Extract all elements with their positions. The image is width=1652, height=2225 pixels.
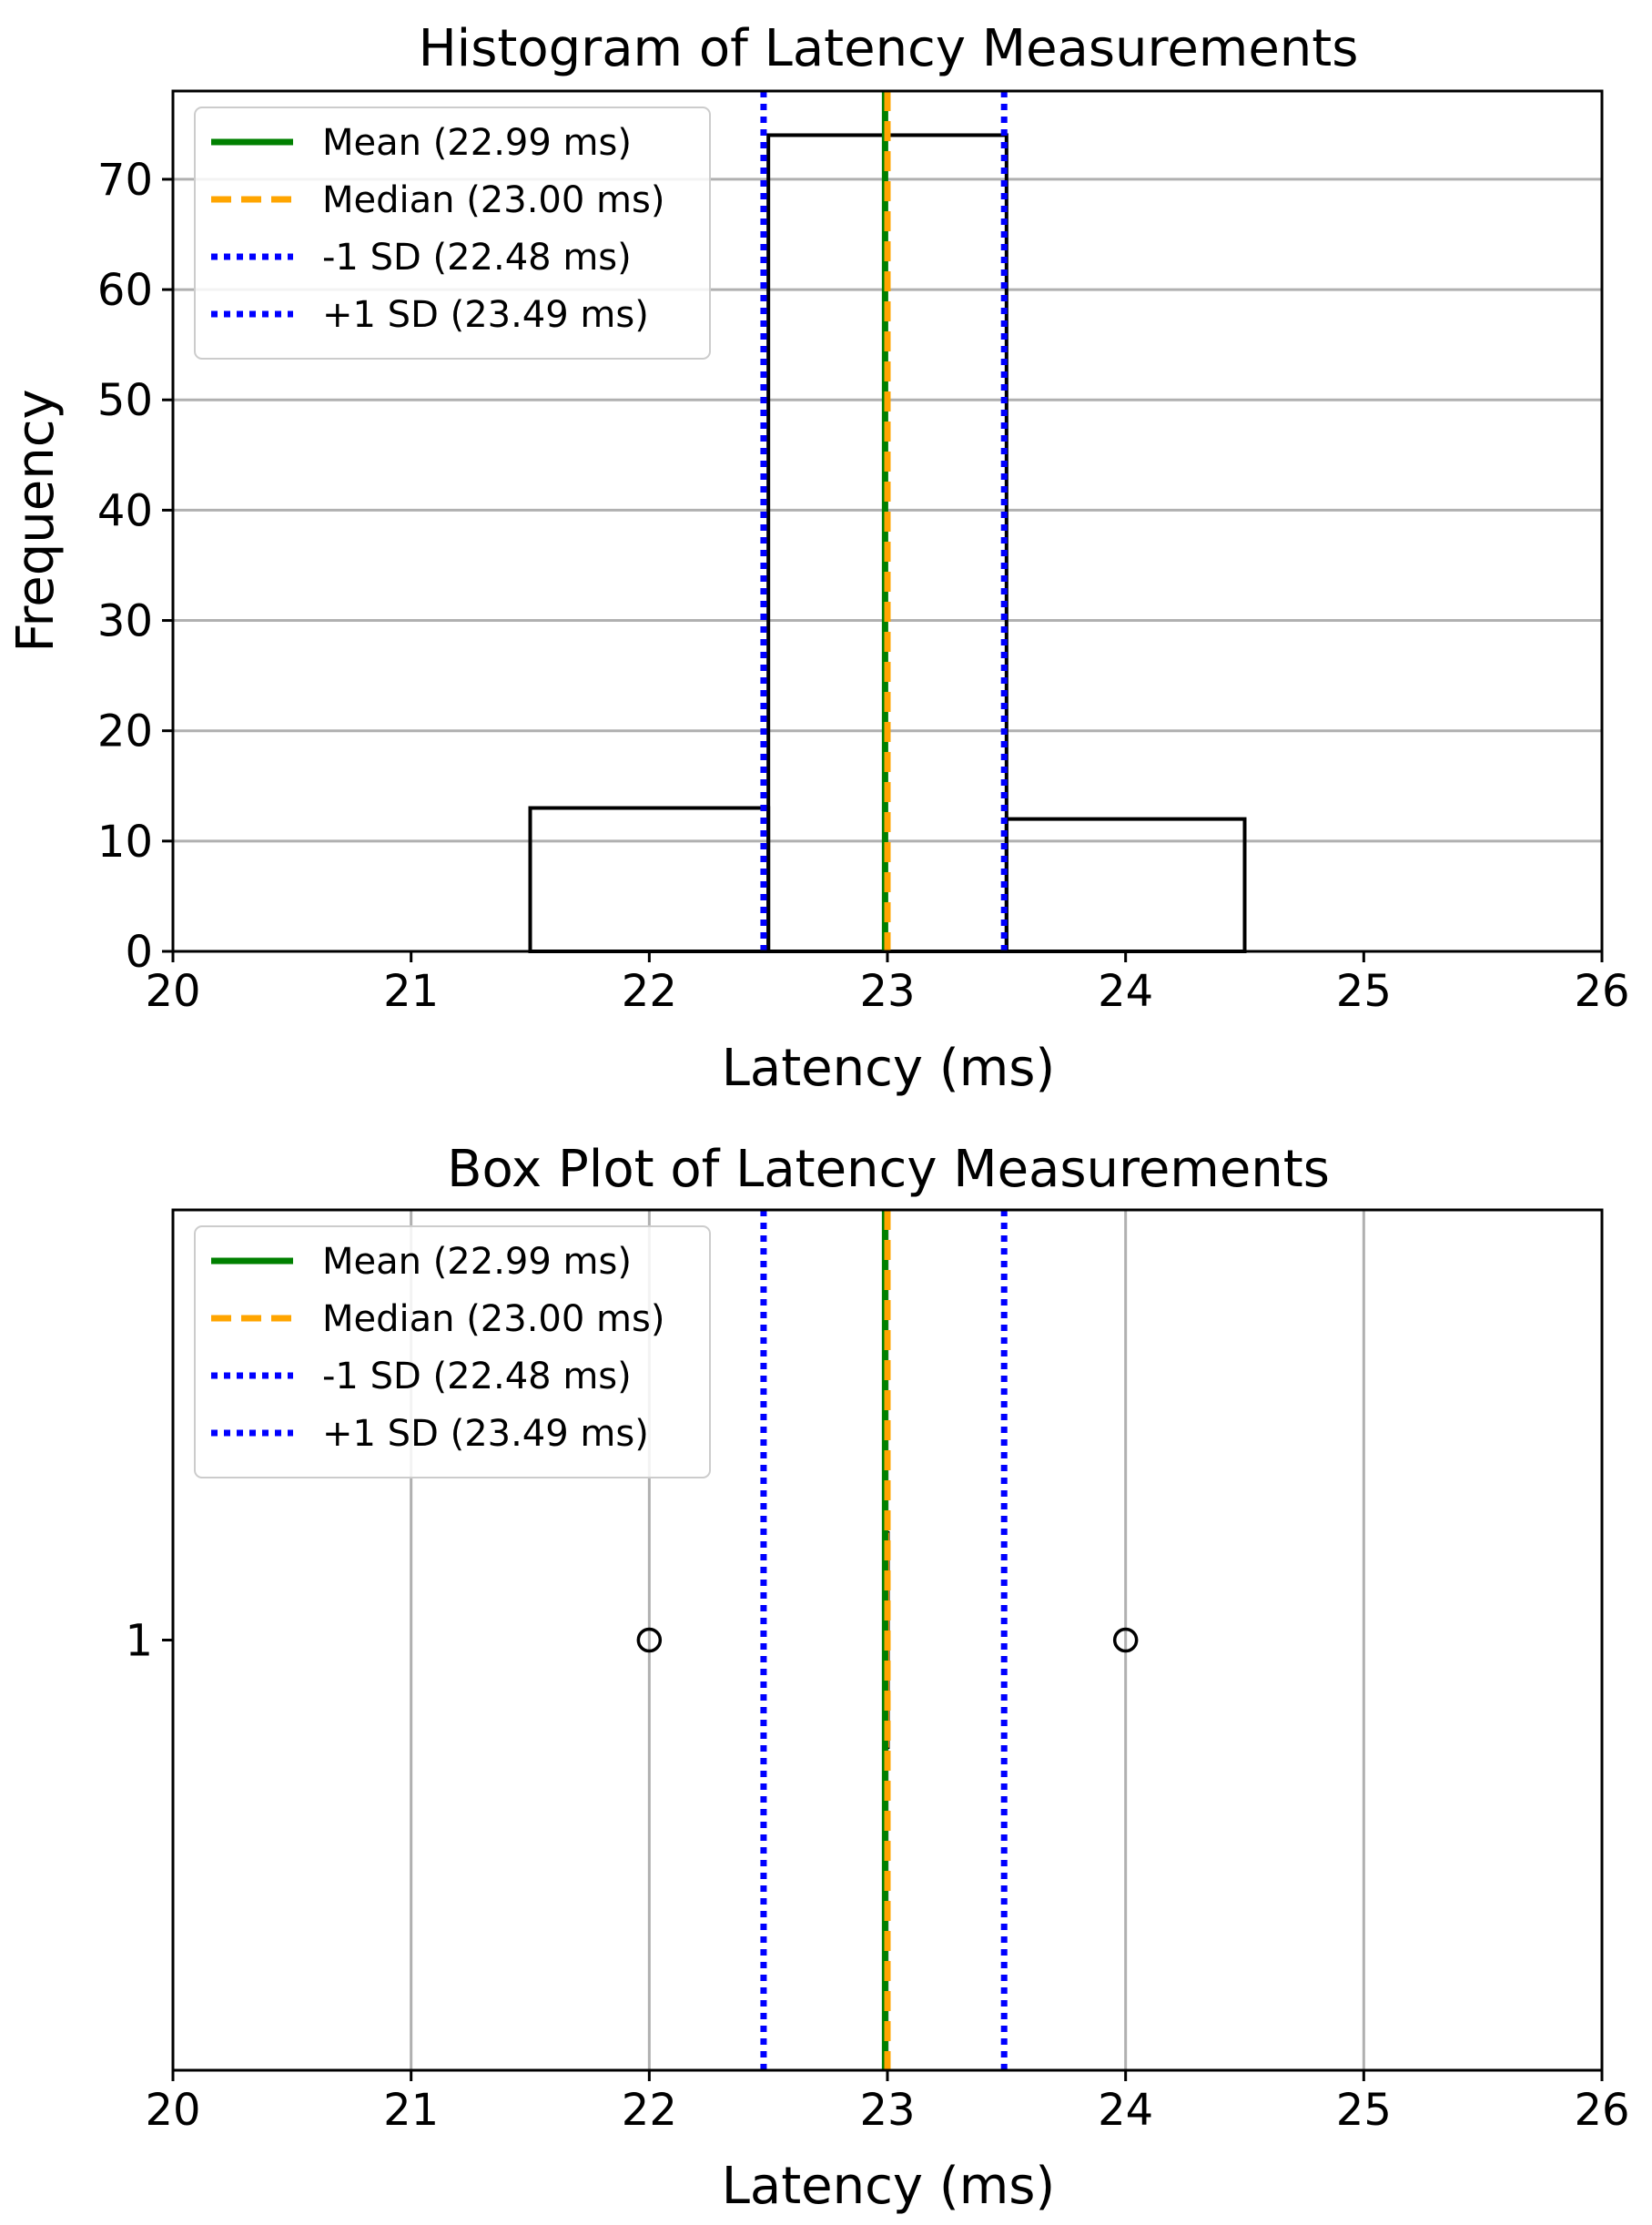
boxplot-x-ticks: 20 21 22 23 24 25 26: [145, 2070, 1630, 2136]
histogram-y-ticks: 0 10 20 30 40 50 60 70: [97, 155, 173, 978]
legend-entry-label: -1 SD (22.48 ms): [322, 1356, 632, 1397]
box-outlier-point: [636, 1627, 663, 1653]
histogram-chart: Histogram of Latency Measurements 20 21 22…: [6, 19, 1630, 1098]
legend-entry-label: -1 SD (22.48 ms): [322, 237, 632, 279]
x-tick-label: 25: [1336, 966, 1392, 1017]
histogram-title: Histogram of Latency Measurements: [419, 19, 1359, 78]
y-tick-label: 60: [97, 265, 153, 316]
boxplot-legend: Mean (22.99 ms) Median (23.00 ms) -1 SD (2…: [194, 1225, 711, 1478]
x-tick-label: 24: [1098, 966, 1153, 1017]
x-tick-label: 26: [1574, 966, 1629, 1017]
boxplot-y-ticks: 1: [125, 1616, 173, 1667]
legend-entry-label: Mean (22.99 ms): [322, 1241, 632, 1283]
boxplot-title: Box Plot of Latency Measurements: [447, 1140, 1330, 1199]
y-tick-label: 40: [97, 485, 153, 536]
x-tick-label: 22: [622, 966, 677, 1017]
legend-entry-label: Median (23.00 ms): [322, 1298, 664, 1340]
x-tick-label: 23: [859, 966, 915, 1017]
y-tick-label: 50: [97, 375, 153, 426]
legend-entry-label: +1 SD (23.49 ms): [322, 294, 649, 336]
box-outlier-point: [1112, 1627, 1139, 1653]
x-tick-label: 22: [622, 2085, 677, 2136]
y-tick-label: 1: [125, 1616, 153, 1667]
legend-entry-label: Mean (22.99 ms): [322, 122, 632, 164]
x-tick-label: 21: [383, 2085, 439, 2136]
y-tick-label: 0: [125, 927, 153, 978]
legend-entry-label: +1 SD (23.49 ms): [322, 1413, 649, 1455]
y-tick-label: 70: [97, 155, 153, 206]
histogram-x-axis-label: Latency (ms): [722, 1039, 1056, 1098]
histogram-reference-lines: [760, 91, 1008, 951]
x-tick-label: 20: [145, 966, 200, 1017]
y-tick-label: 10: [97, 817, 153, 868]
boxplot-chart: Box Plot of Latency Measurements 20 21 22 2…: [125, 1140, 1629, 2216]
legend-box: [194, 107, 711, 360]
histogram-legend: Mean (22.99 ms) Median (23.00 ms) -1 SD (2…: [194, 107, 711, 360]
legend-box: [194, 1225, 711, 1478]
x-tick-label: 24: [1098, 2085, 1153, 2136]
x-tick-label: 20: [145, 2085, 200, 2136]
y-tick-label: 20: [97, 706, 153, 757]
boxplot-reference-lines: [760, 1210, 1008, 2070]
y-tick-label: 30: [97, 596, 153, 647]
x-tick-label: 23: [859, 2085, 915, 2136]
histogram-y-axis-label: Frequency: [6, 389, 66, 652]
x-tick-label: 26: [1574, 2085, 1629, 2136]
histogram-x-ticks: 20 21 22 23 24 25 26: [145, 951, 1630, 1017]
legend-entry-label: Median (23.00 ms): [322, 179, 664, 221]
boxplot-x-axis-label: Latency (ms): [722, 2157, 1056, 2216]
x-tick-label: 25: [1336, 2085, 1392, 2136]
x-tick-label: 21: [383, 966, 439, 1017]
